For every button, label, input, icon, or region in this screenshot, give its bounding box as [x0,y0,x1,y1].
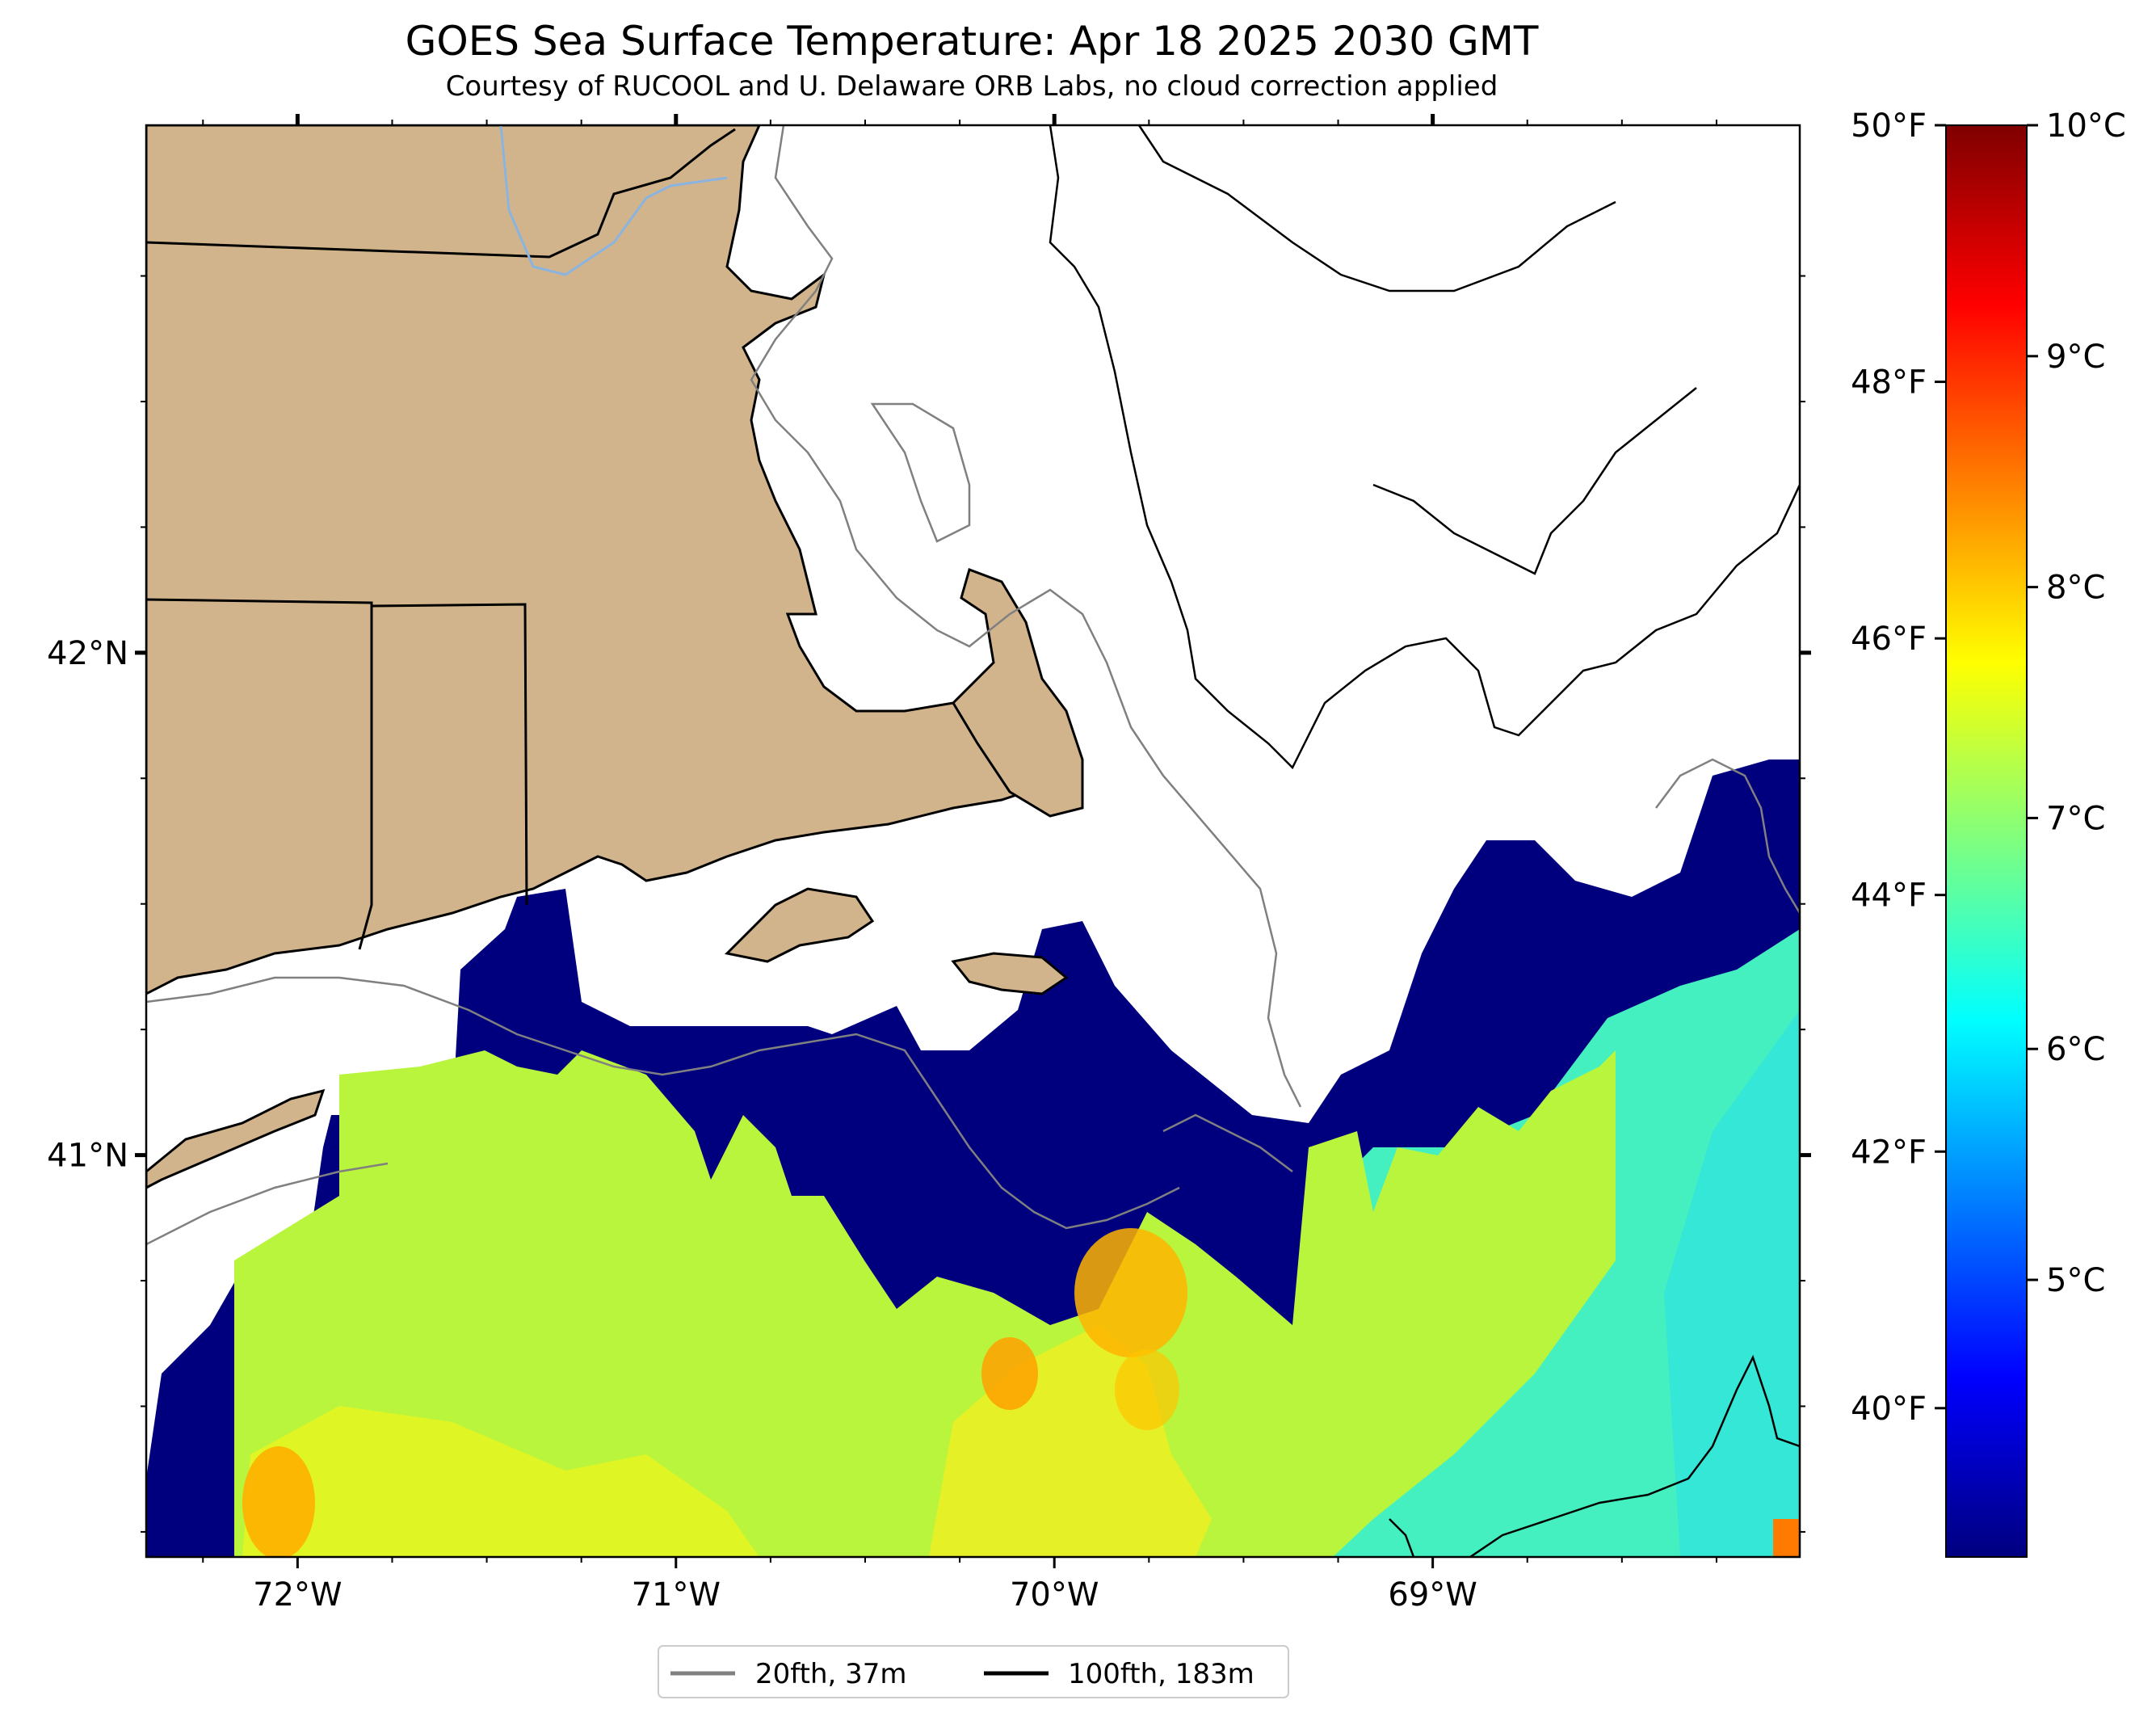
y-tick-label: 42°N [47,635,128,672]
colorbar: 10°C 9°C 8°C 7°C 6°C 5°C 50°F 48°F 46°F 44°F 42°F… [1851,107,2126,1558]
legend-box [658,1645,1289,1698]
nova-scotia-coast [1049,125,1800,1557]
land-long-island [146,1088,326,1189]
sst-corner-orange [1773,1519,1800,1557]
river [499,125,728,276]
colorbar-f-label: 48°F [1851,364,1927,402]
land [146,125,1084,1189]
map-title: GOES Sea Surface Temperature: Apr 18 202… [406,18,1539,65]
colorbar-gradient [1945,124,2028,1558]
colorbar-c-label: 6°C [2046,1031,2105,1068]
land-nantucket [951,952,1069,995]
colorbar-fahrenheit-ticks: 50°F 48°F 46°F 44°F 42°F 40°F [1851,107,1946,1428]
border-ri-ma [371,603,528,906]
colorbar-f-label: 50°F [1851,107,1927,145]
border-nh-ma [146,128,736,259]
x-tick-label: 71°W [632,1576,721,1614]
sst-orange-spot-1 [1074,1228,1187,1357]
legend-100fth-label: 100fth, 183m [1068,1658,1255,1690]
isobath-20fth [146,125,1800,1246]
legend-20fth-label: 20fth, 37m [755,1658,907,1690]
colorbar-f-label: 40°F [1851,1391,1927,1428]
sst-orange-spot-2 [981,1337,1038,1410]
sst-cyan-region [1664,1010,1800,1557]
sst-orange-spot-3 [242,1446,315,1557]
map-subtitle: Courtesy of RUCOOL and U. Delaware ORB L… [446,70,1498,103]
land-marthas-vineyard [724,887,875,963]
x-axis: 72°W 71°W 70°W 69°W [202,114,1717,1614]
sst-yellow-patch-west [242,1406,759,1557]
colorbar-c-label: 5°C [2046,1262,2105,1299]
x-tick-label: 72°W [253,1576,342,1614]
colorbar-celsius-ticks: 10°C 9°C 8°C 7°C 6°C 5°C [2027,107,2126,1299]
colorbar-c-label: 10°C [2046,107,2126,145]
colorbar-c-label: 7°C [2046,800,2105,837]
x-tick-label: 70°W [1010,1576,1099,1614]
colorbar-c-label: 9°C [2046,339,2105,376]
colorbar-f-label: 42°F [1851,1134,1927,1171]
colorbar-c-label: 8°C [2046,570,2105,607]
y-axis: 42°N 41°N [47,275,1811,1533]
sst-field [146,760,1800,1557]
legend: 20fth, 37m 100fth, 183m [658,1645,1289,1698]
y-tick-label: 41°N [47,1138,128,1175]
state-borders [146,128,736,950]
land-cape-cod-arm [952,568,1084,818]
colorbar-f-label: 46°F [1851,621,1927,658]
sst-warm-region [234,1050,1616,1557]
map-area [146,125,1800,1557]
border-ct-ri [146,598,373,950]
colorbar-f-label: 44°F [1851,877,1927,915]
map-frame [145,124,1801,1559]
sst-orange-spot-4 [1115,1349,1179,1430]
x-tick-label: 69°W [1388,1576,1477,1614]
